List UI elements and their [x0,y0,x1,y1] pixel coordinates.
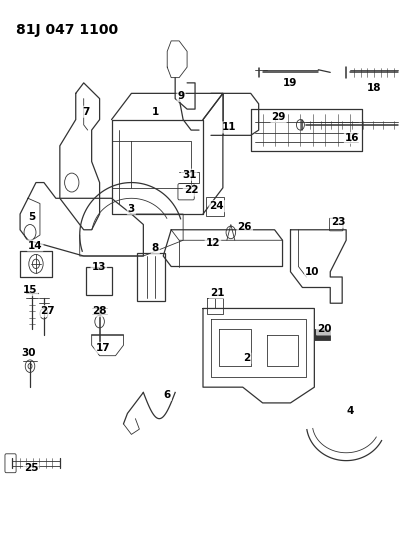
Text: 2: 2 [243,353,250,364]
Text: 15: 15 [23,285,37,295]
Bar [313,329,329,340]
Text: 9: 9 [177,91,184,101]
Text: 28: 28 [92,306,107,316]
Text: 12: 12 [205,238,220,248]
Text: 24: 24 [209,201,224,211]
Text: 81J 047 1100: 81J 047 1100 [16,22,118,37]
Text: 26: 26 [237,222,252,232]
Text: 17: 17 [95,343,110,353]
Text: 11: 11 [221,123,236,133]
Text: 29: 29 [271,112,285,122]
Text: 5: 5 [28,212,36,222]
Text: 1: 1 [151,107,158,117]
Text: 8: 8 [151,243,158,253]
FancyBboxPatch shape [137,253,165,301]
Text: 20: 20 [316,325,331,335]
Text: 27: 27 [40,306,54,316]
FancyBboxPatch shape [85,266,111,295]
Text: 4: 4 [345,406,353,416]
Text: 14: 14 [28,240,43,251]
Text: 13: 13 [92,262,106,271]
FancyBboxPatch shape [328,218,342,231]
Text: 25: 25 [24,464,38,473]
FancyBboxPatch shape [177,183,194,200]
Text: 30: 30 [21,348,36,358]
FancyBboxPatch shape [5,454,16,473]
Text: 19: 19 [283,78,297,88]
Text: 7: 7 [82,107,89,117]
Text: 31: 31 [181,169,196,180]
FancyBboxPatch shape [205,197,224,216]
Text: 18: 18 [366,83,380,93]
Text: 10: 10 [304,266,319,277]
Text: 3: 3 [128,204,135,214]
Text: 23: 23 [330,217,345,227]
Text: 16: 16 [344,133,358,143]
Text: 6: 6 [163,390,171,400]
Text: 21: 21 [209,288,224,298]
Text: 22: 22 [183,185,198,196]
